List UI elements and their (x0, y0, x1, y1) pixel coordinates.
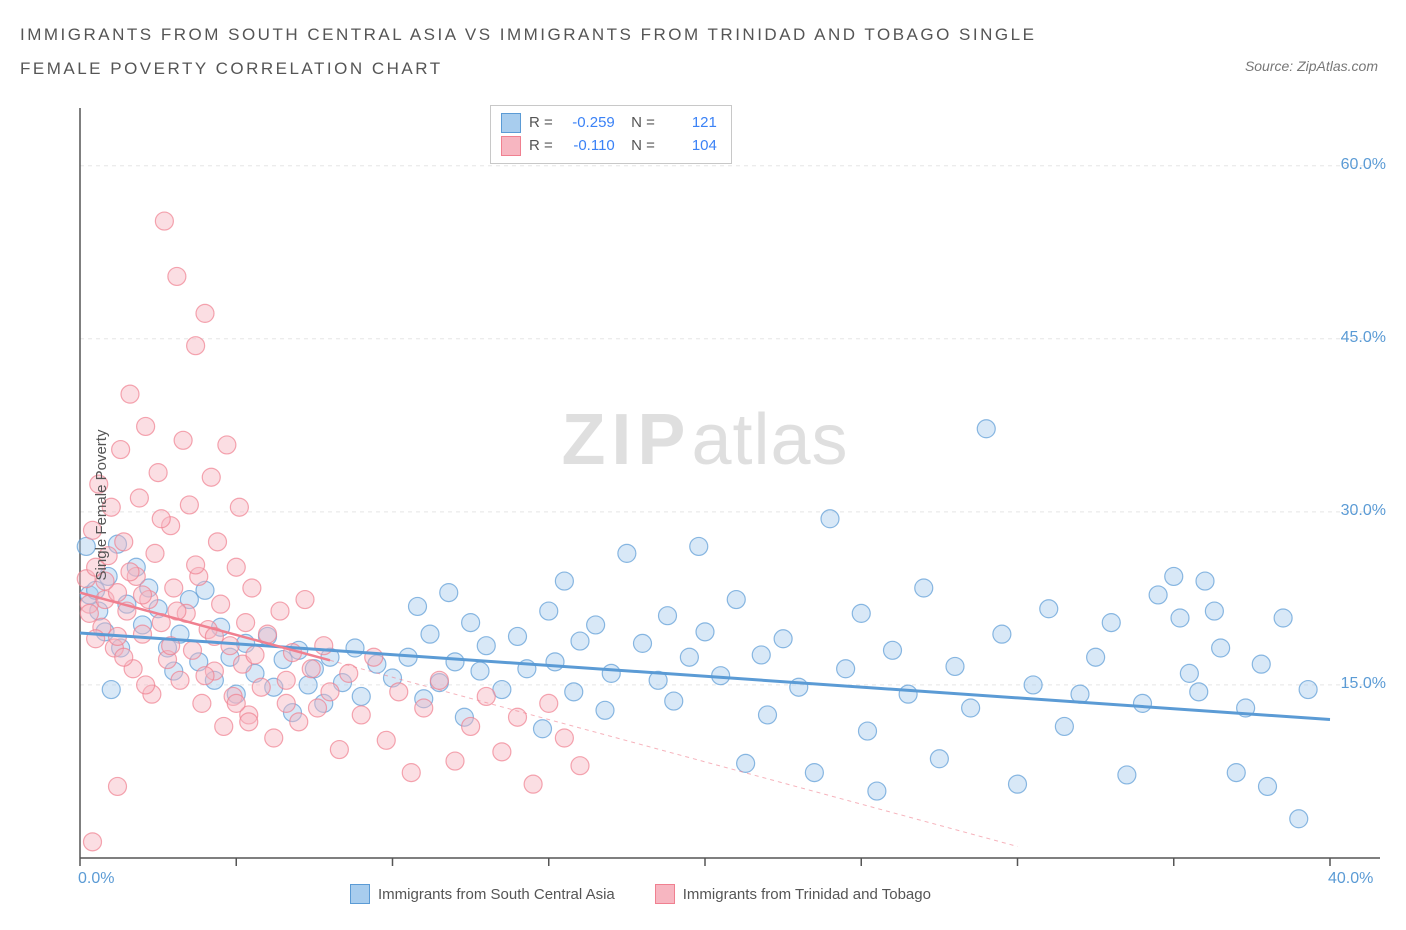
scatter-plot (20, 100, 1390, 910)
chart-title: IMMIGRANTS FROM SOUTH CENTRAL ASIA VS IM… (20, 18, 1120, 86)
chart-container: Single Female Poverty ZIPatlas R = -0.25… (20, 100, 1390, 910)
y-tick-label: 30.0% (1341, 502, 1386, 520)
stats-legend: R = -0.259 N = 121 R = -0.110 N = 104 (490, 105, 732, 164)
x-tick-label: 40.0% (1328, 870, 1373, 888)
legend-swatch (655, 884, 675, 904)
y-tick-label: 15.0% (1341, 675, 1386, 693)
legend-item: Immigrants from Trinidad and Tobago (655, 884, 931, 904)
legend-swatch (501, 113, 521, 133)
legend-swatch (501, 136, 521, 156)
y-axis-label: Single Female Poverty (93, 430, 110, 581)
legend-swatch (350, 884, 370, 904)
y-tick-label: 60.0% (1341, 156, 1386, 174)
stats-legend-row: R = -0.110 N = 104 (501, 135, 717, 158)
stats-legend-row: R = -0.259 N = 121 (501, 112, 717, 135)
legend-item: Immigrants from South Central Asia (350, 884, 615, 904)
y-tick-label: 45.0% (1341, 329, 1386, 347)
series-legend: Immigrants from South Central Asia Immig… (350, 884, 931, 904)
source-attribution: Source: ZipAtlas.com (1245, 58, 1378, 74)
x-tick-label: 0.0% (78, 870, 114, 888)
